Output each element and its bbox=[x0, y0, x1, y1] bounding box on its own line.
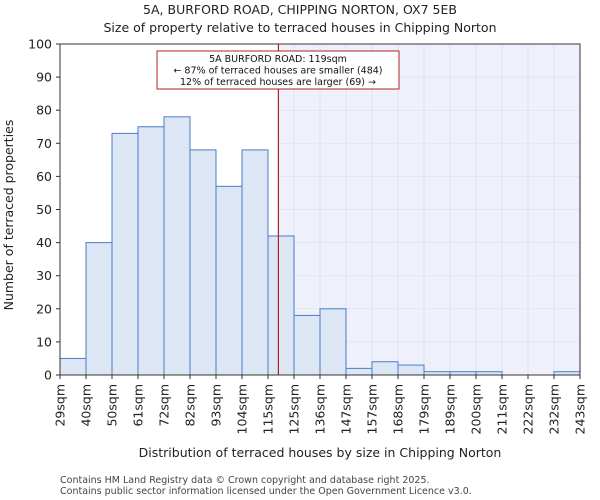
chart-subtitle: Size of property relative to terraced ho… bbox=[103, 20, 496, 35]
histogram-bar bbox=[293, 314, 321, 376]
y-tick-label: 30 bbox=[36, 268, 52, 283]
chart-title: 5A, BURFORD ROAD, CHIPPING NORTON, OX7 5… bbox=[143, 2, 457, 17]
histogram-bar bbox=[397, 364, 425, 376]
x-tick-label: 104sqm bbox=[235, 384, 250, 434]
histogram-bar bbox=[371, 361, 399, 376]
x-tick-label: 115sqm bbox=[261, 384, 276, 434]
x-tick-label: 125sqm bbox=[287, 384, 302, 434]
annotation-line: 12% of terraced houses are larger (69) → bbox=[180, 77, 376, 88]
histogram-bar bbox=[111, 132, 139, 376]
y-tick-label: 90 bbox=[36, 70, 52, 85]
annotation-line: 5A BURFORD ROAD: 119sqm bbox=[209, 54, 347, 65]
x-tick-label: 243sqm bbox=[573, 384, 588, 434]
y-tick-label: 100 bbox=[28, 37, 52, 52]
annotation-box bbox=[156, 50, 400, 90]
x-tick-label: 147sqm bbox=[339, 384, 354, 434]
histogram-bar bbox=[267, 235, 295, 376]
histogram-bar bbox=[189, 149, 217, 376]
y-tick-label: 20 bbox=[36, 301, 52, 316]
x-tick-label: 136sqm bbox=[313, 384, 328, 434]
x-tick-label: 40sqm bbox=[79, 384, 94, 427]
histogram-bar bbox=[241, 149, 269, 376]
histogram-bar bbox=[85, 242, 113, 376]
x-axis-label: Distribution of terraced houses by size … bbox=[139, 445, 502, 460]
x-tick-label: 211sqm bbox=[495, 384, 510, 434]
x-tick-label: 200sqm bbox=[469, 384, 484, 434]
histogram-bar bbox=[215, 185, 243, 376]
histogram-bar bbox=[319, 308, 347, 376]
x-tick-label: 93sqm bbox=[209, 384, 224, 427]
y-tick-label: 40 bbox=[36, 235, 52, 250]
x-tick-label: 50sqm bbox=[105, 384, 120, 427]
x-tick-label: 61sqm bbox=[131, 384, 146, 427]
histogram-bar bbox=[163, 116, 191, 376]
annotation-line: ← 87% of terraced houses are smaller (48… bbox=[173, 66, 382, 77]
y-axis-label: Number of terraced properties bbox=[1, 120, 16, 311]
y-tick-label: 80 bbox=[36, 103, 52, 118]
plot-area: 0 10 20 30 40 50 60 70 80 90 100 29sqm 40sqm 50sqm 61s… bbox=[28, 37, 587, 435]
footer-line-2: Contains public sector information licen… bbox=[60, 486, 472, 497]
x-tick-label: 222sqm bbox=[521, 384, 536, 434]
x-tick-label: 168sqm bbox=[391, 384, 406, 434]
y-tick-label: 50 bbox=[36, 202, 52, 217]
x-tick-label: 29sqm bbox=[53, 384, 68, 427]
x-tick-label: 72sqm bbox=[157, 384, 172, 427]
x-tick-label: 232sqm bbox=[547, 384, 562, 434]
histogram-bar bbox=[137, 126, 165, 376]
x-tick-label: 179sqm bbox=[417, 384, 432, 434]
x-tick-label: 189sqm bbox=[443, 384, 458, 434]
y-tick-label: 70 bbox=[36, 136, 52, 151]
y-tick-label: 0 bbox=[44, 368, 52, 383]
histogram-bar bbox=[345, 367, 373, 376]
x-tick-label: 157sqm bbox=[365, 384, 380, 434]
y-tick-label: 10 bbox=[36, 334, 52, 349]
y-tick-label: 60 bbox=[36, 169, 52, 184]
x-tick-label: 82sqm bbox=[183, 384, 198, 427]
footer-line-1: Contains HM Land Registry data © Crown c… bbox=[60, 475, 430, 486]
histogram-bar bbox=[59, 357, 87, 376]
